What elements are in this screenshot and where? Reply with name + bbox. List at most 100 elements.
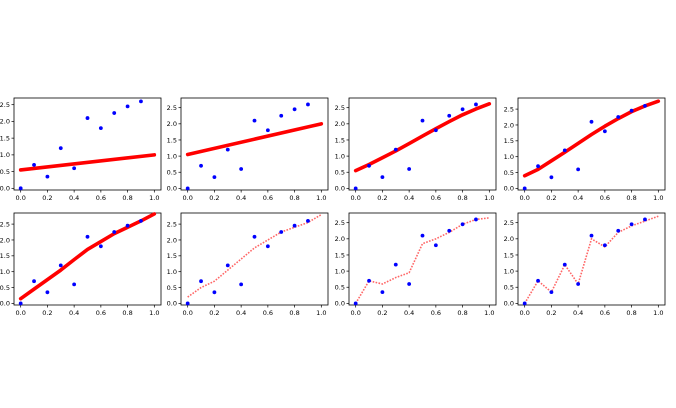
data-point <box>367 163 371 168</box>
x-tick-label: 1.0 <box>316 309 326 317</box>
x-tick-label: 0.4 <box>236 194 246 202</box>
fit-curve <box>18 153 157 172</box>
y-tick-label: 2.5 <box>0 101 10 109</box>
data-point <box>45 290 50 295</box>
data-point <box>393 262 398 267</box>
data-point <box>265 128 270 133</box>
x-tick-label: 0.6 <box>263 309 273 317</box>
y-tick-label: 2.0 <box>167 120 177 128</box>
x-tick-label: 0.6 <box>600 309 610 317</box>
y-tick-label: 2.0 <box>0 236 10 244</box>
x-tick-label: 1.0 <box>653 309 663 317</box>
data-point <box>380 290 385 294</box>
data-point <box>185 186 190 191</box>
data-point <box>433 243 438 248</box>
y-tick-label: 1.5 <box>335 251 345 259</box>
data-point <box>199 279 203 284</box>
x-tick-label: 0.8 <box>289 309 299 317</box>
data-point <box>549 290 554 294</box>
subplot-8: 0.0 0.2 0.4 0.6 0.8 1.0 0.0 0.5 1.0 1.5 2.0 2.5 <box>504 212 666 317</box>
y-tick-label: 0.5 <box>504 284 514 292</box>
x-tick-label: 0.0 <box>183 309 193 317</box>
axes-frame <box>180 97 329 191</box>
x-tick-label: 0.6 <box>431 309 441 317</box>
y-tick-label: 1.5 <box>504 251 514 259</box>
subplot-2: 0.0 0.2 0.4 0.6 0.8 1.0 0.0 0.5 1.0 1.5 2.0 2.5 <box>167 97 329 202</box>
y-tick-label: 1.0 <box>504 267 514 275</box>
data-point <box>306 102 310 107</box>
data-point <box>616 115 621 119</box>
y-tick-label: 1.0 <box>504 153 514 161</box>
data-point <box>393 147 398 152</box>
data-point <box>306 219 310 223</box>
data-point <box>125 104 130 109</box>
x-tick-label: 1.0 <box>149 194 159 202</box>
y-tick-label: 1.5 <box>504 137 514 145</box>
data-point <box>407 167 412 171</box>
x-tick-label: 0.6 <box>96 309 106 317</box>
y-tick-label: 1.5 <box>335 136 345 144</box>
axes-frame <box>348 97 497 191</box>
data-point <box>460 107 465 112</box>
y-tick-label: 2.5 <box>335 104 345 112</box>
x-tick-label: 0.4 <box>236 309 246 317</box>
data-point <box>265 244 270 249</box>
fit-curve <box>18 212 157 301</box>
y-tick-label: 0.0 <box>0 185 10 193</box>
y-tick-label: 1.5 <box>167 136 177 144</box>
data-point <box>58 146 63 151</box>
x-tick-label: 0.2 <box>377 309 387 317</box>
data-point <box>562 262 567 267</box>
x-tick-label: 0.8 <box>122 309 132 317</box>
x-tick-label: 0.0 <box>16 309 26 317</box>
axes-frame <box>517 212 666 306</box>
fit-curve <box>353 102 492 173</box>
data-point <box>562 148 567 153</box>
data-point <box>32 279 36 284</box>
data-point <box>433 128 438 133</box>
data-point <box>98 126 103 131</box>
y-tick-label: 0.5 <box>504 169 514 177</box>
y-tick-label: 1.0 <box>0 151 10 159</box>
data-point <box>139 219 143 223</box>
data-point <box>576 167 581 172</box>
x-tick-label: 0.4 <box>404 194 414 202</box>
x-tick-label: 1.0 <box>149 309 159 317</box>
y-tick-label: 0.5 <box>167 169 177 177</box>
data-point <box>85 234 90 239</box>
x-tick-label: 0.0 <box>520 309 530 317</box>
data-point <box>225 263 230 268</box>
x-tick-label: 0.2 <box>42 309 52 317</box>
axes-frame <box>13 97 162 191</box>
data-point <box>367 278 371 283</box>
subplot-5: 0.0 0.2 0.4 0.6 0.8 1.0 0.0 0.5 1.0 1.5 2.0 2.5 <box>0 212 162 317</box>
data-point <box>98 244 103 249</box>
data-point <box>225 147 230 152</box>
data-point <box>589 119 594 124</box>
x-tick-label: 0.8 <box>626 309 636 317</box>
fit-curve <box>354 217 490 304</box>
data-point <box>252 234 257 239</box>
x-tick-label: 0.2 <box>209 309 219 317</box>
data-point <box>279 230 284 234</box>
data-point <box>380 175 385 179</box>
data-point <box>407 282 412 286</box>
y-tick-label: 0.5 <box>167 284 177 292</box>
data-point <box>85 116 90 120</box>
x-tick-label: 0.6 <box>263 194 273 202</box>
data-point <box>522 301 527 306</box>
x-tick-label: 1.0 <box>316 194 326 202</box>
x-tick-label: 0.2 <box>42 194 52 202</box>
y-tick-label: 2.5 <box>504 105 514 113</box>
fit-curve <box>523 215 659 304</box>
x-tick-label: 0.4 <box>573 194 583 202</box>
data-point <box>239 167 244 171</box>
data-point <box>239 282 244 287</box>
data-point <box>420 118 425 123</box>
data-point <box>629 108 634 113</box>
data-point <box>212 175 217 179</box>
data-point <box>522 186 527 191</box>
x-tick-label: 0.6 <box>96 194 106 202</box>
y-tick-label: 2.0 <box>0 118 10 126</box>
data-point <box>112 230 117 234</box>
